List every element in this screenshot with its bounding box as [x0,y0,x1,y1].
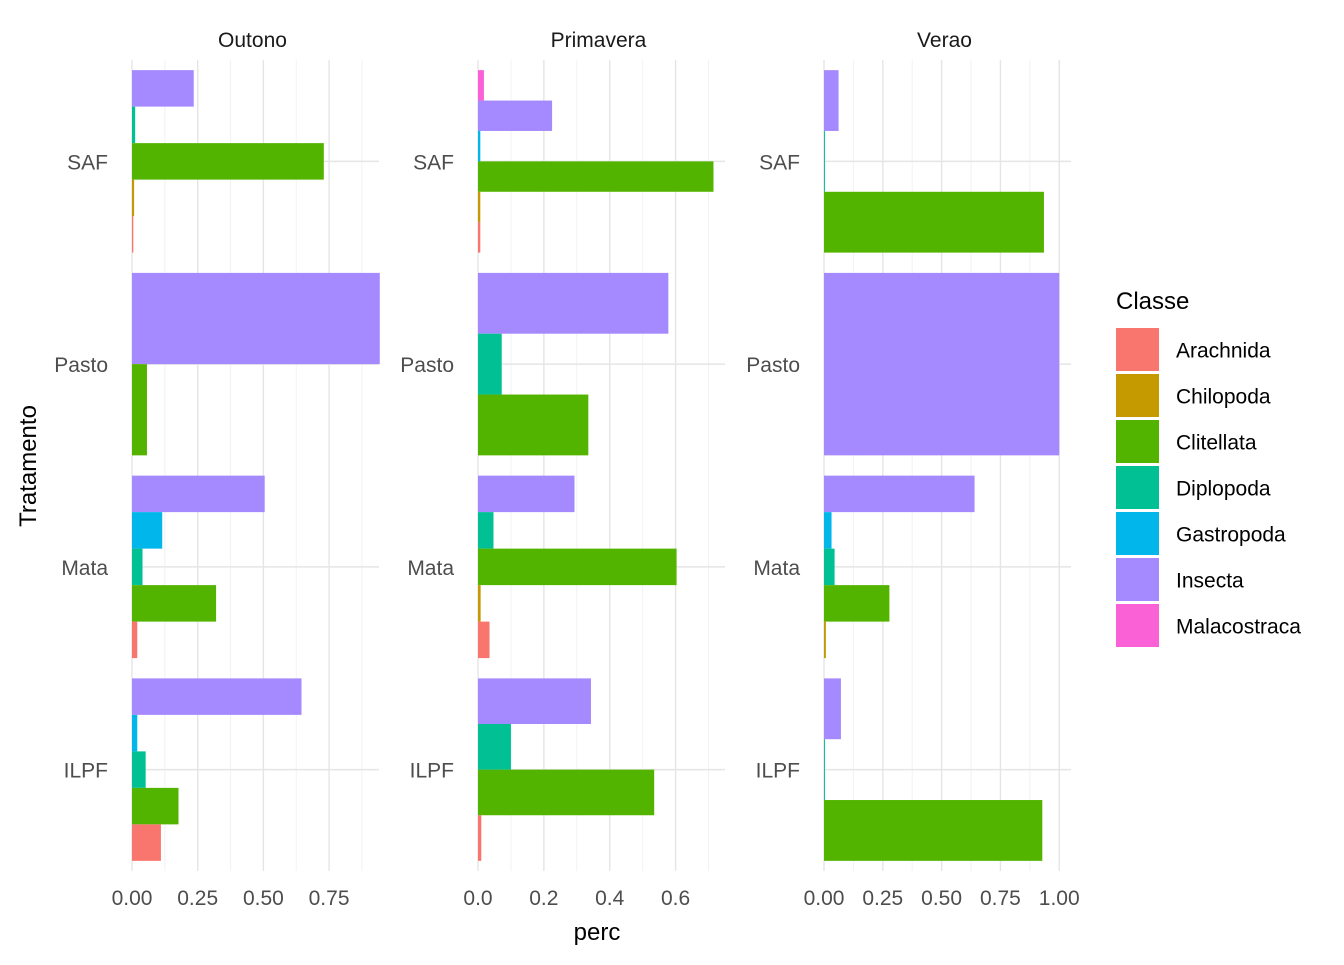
x-tick-label: 0.75 [980,887,1021,910]
x-tick-label: 0.50 [243,887,284,910]
panels-layer: Outono SAF Pasto Mata ILPF 0.00 0.25 0.50 0.75 Pr… [54,29,1079,910]
bar-primavera-saf-chilopoda [478,191,481,223]
legend-key-arachnida [1116,328,1159,371]
bar-verao-pasto-insecta [824,272,1060,456]
category-label: ILPF [756,760,800,783]
legend: Classe Arachnida Chilopoda Clitellata Diplo… [1116,288,1301,647]
bar-primavera-pasto-clitellata [478,394,589,456]
bar-outono-saf-clitellata [132,143,324,180]
legend-title: Classe [1116,288,1189,315]
bar-outono-ilpf-clitellata [132,787,179,825]
bar-outono-ilpf-insecta [132,678,302,715]
bar-primavera-mata-chilopoda [478,585,481,622]
legend-label-malacostraca: Malacostraca [1176,616,1301,639]
bar-verao-ilpf-clitellata [824,800,1043,861]
category-label: SAF [67,151,108,174]
panel-title: Primavera [551,29,647,52]
legend-key-gastropoda [1116,512,1159,555]
bar-outono-saf-insecta [132,70,194,107]
bar-primavera-pasto-insecta [478,272,669,334]
bar-outono-saf-arachnida [132,216,134,253]
bar-outono-ilpf-arachnida [132,824,161,861]
bar-primavera-mata-clitellata [478,548,677,586]
bar-outono-mata-clitellata [132,585,217,622]
x-tick-label: 0.2 [529,887,558,910]
bar-verao-mata-clitellata [824,585,890,622]
bar-verao-ilpf-diplopoda [824,739,825,801]
legend-label-arachnida: Arachnida [1176,340,1271,363]
bar-primavera-ilpf-diplopoda [478,724,511,770]
x-tick-label: 0.6 [661,887,690,910]
panel-outono: Outono SAF Pasto Mata ILPF 0.00 0.25 0.50 0.75 [54,29,380,910]
category-label: Mata [753,557,800,580]
x-tick-label: 0.25 [177,887,218,910]
legend-key-diplopoda [1116,466,1159,509]
category-label: Mata [61,557,108,580]
legend-key-clitellata [1116,420,1159,463]
bar-verao-mata-insecta [824,475,975,513]
x-tick-label: 0.0 [463,887,492,910]
bar-outono-mata-arachnida [132,621,138,659]
x-tick-label: 0.00 [804,887,845,910]
bar-outono-pasto-insecta [132,272,380,365]
bar-primavera-ilpf-insecta [478,678,591,725]
bar-outono-pasto-clitellata [132,364,147,456]
category-label: ILPF [410,760,454,783]
bar-primavera-saf-clitellata [478,161,714,192]
panel-title: Outono [218,29,287,52]
bar-verao-saf-clitellata [824,191,1044,253]
legend-label-chilopoda: Chilopoda [1176,386,1271,409]
bar-verao-mata-diplopoda [824,548,835,586]
panel-verao: Verao SAF Pasto Mata ILPF 0.00 0.25 0.50 0.75 1.0… [746,29,1079,910]
bar-primavera-mata-insecta [478,475,575,513]
bar-outono-saf-chilopoda [132,179,135,217]
legend-label-diplopoda: Diplopoda [1176,478,1271,501]
category-label: ILPF [64,760,108,783]
bar-outono-ilpf-gastropoda [132,714,138,752]
category-label: Mata [407,557,454,580]
category-label: SAF [759,151,800,174]
bar-primavera-ilpf-arachnida [478,815,482,861]
bar-primavera-mata-arachnida [478,621,490,659]
legend-key-malacostraca [1116,604,1159,647]
x-tick-label: 0.75 [309,887,350,910]
bar-primavera-pasto-diplopoda [478,333,502,395]
bar-outono-ilpf-diplopoda [132,751,146,788]
x-tick-label: 0.50 [921,887,962,910]
bar-primavera-ilpf-clitellata [478,769,655,816]
category-label: Pasto [54,354,108,377]
bar-outono-mata-gastropoda [132,512,163,549]
legend-label-insecta: Insecta [1176,570,1244,593]
y-axis-title: Tratamento [15,405,42,527]
category-label: Pasto [400,354,454,377]
legend-label-gastropoda: Gastropoda [1176,524,1286,547]
bar-outono-mata-insecta [132,475,265,513]
x-tick-label: 0.4 [595,887,625,910]
legend-label-clitellata: Clitellata [1176,432,1257,455]
x-tick-label: 1.00 [1039,887,1080,910]
x-axis-title: perc [574,919,621,946]
bar-verao-mata-chilopoda [824,621,826,659]
bar-primavera-saf-insecta [478,100,553,131]
bar-outono-mata-diplopoda [132,548,143,586]
bar-verao-ilpf-insecta [824,678,841,740]
x-tick-label: 0.25 [862,887,903,910]
bar-outono-saf-diplopoda [132,106,136,144]
bar-verao-mata-gastropoda [824,512,832,549]
category-label: Pasto [746,354,800,377]
panel-title: Verao [917,29,972,52]
category-label: SAF [413,151,454,174]
x-tick-label: 0.00 [112,887,153,910]
legend-key-chilopoda [1116,374,1159,417]
bar-primavera-saf-arachnida [478,222,481,253]
bar-verao-saf-insecta [824,70,839,131]
bar-verao-saf-diplopoda [824,130,825,192]
legend-key-insecta [1116,558,1159,601]
panel-primavera: Primavera SAF Pasto Mata ILPF 0.0 0.2 0.4 0.6 [400,29,725,910]
bar-primavera-mata-diplopoda [478,512,494,549]
bar-primavera-saf-malacostraca [478,70,484,101]
bar-primavera-saf-gastropoda [478,130,481,162]
